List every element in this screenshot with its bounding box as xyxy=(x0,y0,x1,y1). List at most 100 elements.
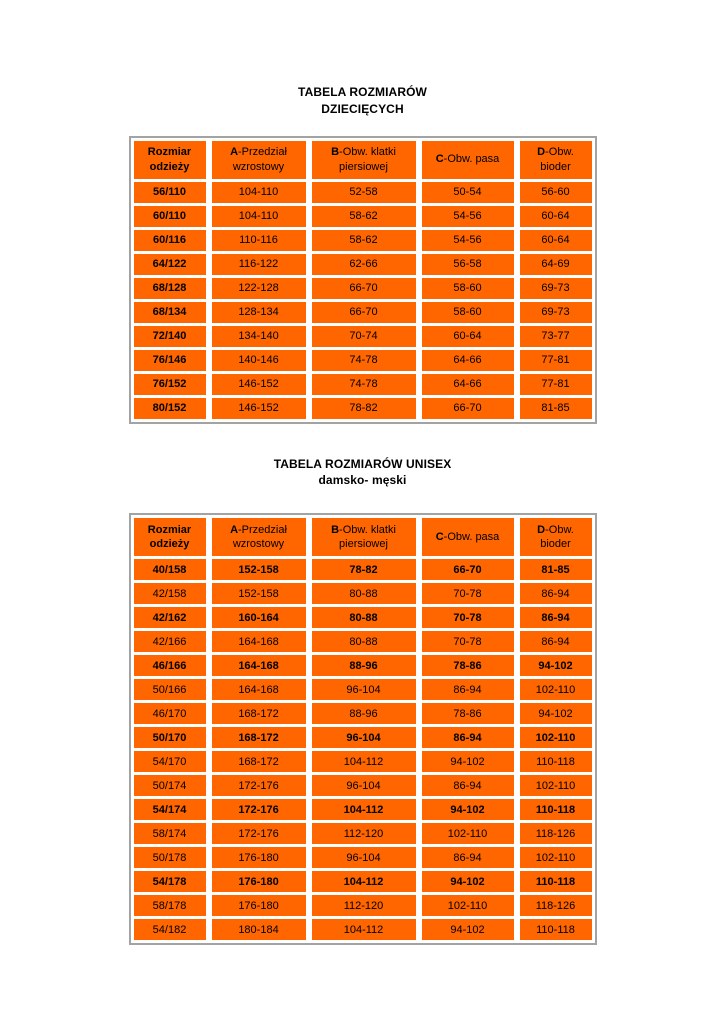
measure-cell: 96-104 xyxy=(311,679,416,701)
unisex-table-title: TABELA ROZMIARÓW UNISEX damsko- męski xyxy=(273,456,452,488)
measure-cell: 104-110 xyxy=(211,181,306,203)
measure-cell: 94-102 xyxy=(421,919,514,941)
measure-cell: 102-110 xyxy=(519,679,592,701)
measure-cell: 116-122 xyxy=(211,253,306,275)
measure-cell: 168-172 xyxy=(211,703,306,725)
column-header-label: C-Obw. pasa xyxy=(435,531,500,544)
measure-cell: 176-180 xyxy=(211,847,306,869)
measure-cell: 134-140 xyxy=(211,325,306,347)
table-row: 54/182 180-184 104-112 94-102 110-118 xyxy=(133,919,592,941)
size-cell: 50/170 xyxy=(133,727,206,749)
size-cell: 60/110 xyxy=(133,205,206,227)
column-header-label: Rozmiar odzieży xyxy=(147,523,192,551)
measure-cell: 86-94 xyxy=(421,847,514,869)
measure-cell: 54-56 xyxy=(421,205,514,227)
measure-cell: 80-88 xyxy=(311,631,416,653)
size-cell: 72/140 xyxy=(133,325,206,347)
measure-cell: 86-94 xyxy=(421,679,514,701)
column-header: D-Obw. bioder xyxy=(519,140,592,179)
measure-cell: 110-116 xyxy=(211,229,306,251)
measure-cell: 102-110 xyxy=(519,847,592,869)
column-header-label: B-Obw. klatki piersiowej xyxy=(331,146,396,173)
table-row: 50/174 172-176 96-104 86-94 102-110 xyxy=(133,775,592,797)
table-row: 68/128 122-128 66-70 58-60 69-73 xyxy=(133,277,592,299)
size-cell: 50/174 xyxy=(133,775,206,797)
measure-cell: 104-112 xyxy=(311,919,416,941)
size-cell: 54/178 xyxy=(133,871,206,893)
measure-cell: 56-58 xyxy=(421,253,514,275)
size-cell: 54/174 xyxy=(133,799,206,821)
table-row: 64/122 116-122 62-66 56-58 64-69 xyxy=(133,253,592,275)
measure-cell: 140-146 xyxy=(211,349,306,371)
size-cell: 68/134 xyxy=(133,301,206,323)
measure-cell: 60-64 xyxy=(421,325,514,347)
table-row: 42/162 160-164 80-88 70-78 86-94 xyxy=(133,607,592,629)
measure-cell: 64-66 xyxy=(421,373,514,395)
measure-cell: 70-78 xyxy=(421,607,514,629)
size-cell: 46/170 xyxy=(133,703,206,725)
measure-cell: 104-112 xyxy=(311,799,416,821)
measure-cell: 86-94 xyxy=(421,775,514,797)
measure-cell: 58-62 xyxy=(311,205,416,227)
table-row: 50/166 164-168 96-104 86-94 102-110 xyxy=(133,679,592,701)
measure-cell: 102-110 xyxy=(519,727,592,749)
table-row: 50/178 176-180 96-104 86-94 102-110 xyxy=(133,847,592,869)
measure-cell: 56-60 xyxy=(519,181,592,203)
measure-cell: 74-78 xyxy=(311,349,416,371)
table-row: 56/110 104-110 52-58 50-54 56-60 xyxy=(133,181,592,203)
table-row: 58/178 176-180 112-120 102-110 118-126 xyxy=(133,895,592,917)
measure-cell: 77-81 xyxy=(519,349,592,371)
measure-cell: 128-134 xyxy=(211,301,306,323)
measure-cell: 78-82 xyxy=(311,559,416,581)
children-size-table: Rozmiar odzieży A-Przedział wzrostowy B-Ob… xyxy=(128,135,597,424)
measure-cell: 78-82 xyxy=(311,397,416,419)
measure-cell: 152-158 xyxy=(211,559,306,581)
measure-cell: 81-85 xyxy=(519,559,592,581)
measure-cell: 172-176 xyxy=(211,823,306,845)
measure-cell: 58-62 xyxy=(311,229,416,251)
table-row: 54/174 172-176 104-112 94-102 110-118 xyxy=(133,799,592,821)
measure-cell: 168-172 xyxy=(211,751,306,773)
measure-cell: 60-64 xyxy=(519,229,592,251)
measure-cell: 94-102 xyxy=(519,655,592,677)
measure-cell: 86-94 xyxy=(519,607,592,629)
size-cell: 46/166 xyxy=(133,655,206,677)
measure-cell: 104-112 xyxy=(311,871,416,893)
table-row: 60/110 104-110 58-62 54-56 60-64 xyxy=(133,205,592,227)
measure-cell: 172-176 xyxy=(211,775,306,797)
measure-cell: 104-112 xyxy=(311,751,416,773)
measure-cell: 60-64 xyxy=(519,205,592,227)
measure-cell: 96-104 xyxy=(311,847,416,869)
measure-cell: 112-120 xyxy=(311,823,416,845)
table-row: 50/170 168-172 96-104 86-94 102-110 xyxy=(133,727,592,749)
measure-cell: 146-152 xyxy=(211,373,306,395)
measure-cell: 102-110 xyxy=(519,775,592,797)
measure-cell: 94-102 xyxy=(421,751,514,773)
measure-cell: 58-60 xyxy=(421,277,514,299)
size-cell: 50/178 xyxy=(133,847,206,869)
measure-cell: 160-164 xyxy=(211,607,306,629)
column-header: C-Obw. pasa xyxy=(421,518,514,557)
column-header-label: A-Przedział wzrostowy xyxy=(230,146,287,173)
measure-cell: 80-88 xyxy=(311,583,416,605)
measure-cell: 66-70 xyxy=(421,559,514,581)
table-row: 68/134 128-134 66-70 58-60 69-73 xyxy=(133,301,592,323)
measure-cell: 104-110 xyxy=(211,205,306,227)
table-header-row: Rozmiar odzieży A-Przedział wzrostowy B-Ob… xyxy=(133,518,592,557)
measure-cell: 96-104 xyxy=(311,775,416,797)
measure-cell: 146-152 xyxy=(211,397,306,419)
size-cell: 58/174 xyxy=(133,823,206,845)
size-cell: 42/162 xyxy=(133,607,206,629)
table-row: 54/170 168-172 104-112 94-102 110-118 xyxy=(133,751,592,773)
measure-cell: 86-94 xyxy=(519,631,592,653)
measure-cell: 73-77 xyxy=(519,325,592,347)
measure-cell: 176-180 xyxy=(211,895,306,917)
column-header: Rozmiar odzieży xyxy=(133,518,206,557)
measure-cell: 118-126 xyxy=(519,895,592,917)
measure-cell: 50-54 xyxy=(421,181,514,203)
table-row: 54/178 176-180 104-112 94-102 110-118 xyxy=(133,871,592,893)
unisex-size-table-section: TABELA ROZMIARÓW UNISEX damsko- męski Ro… xyxy=(0,456,725,946)
measure-cell: 54-56 xyxy=(421,229,514,251)
size-cell: 42/158 xyxy=(133,583,206,605)
